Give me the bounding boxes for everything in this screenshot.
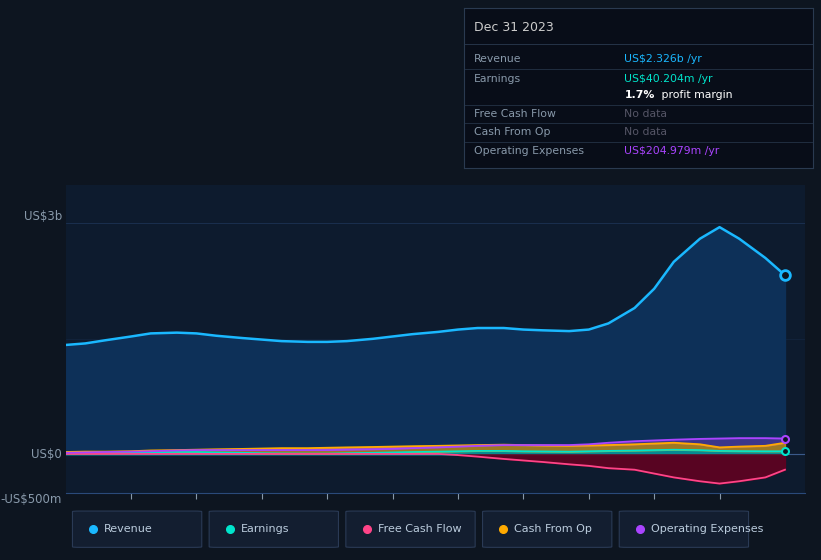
FancyBboxPatch shape: [483, 511, 612, 547]
Text: US$40.204m /yr: US$40.204m /yr: [624, 74, 713, 85]
FancyBboxPatch shape: [619, 511, 749, 547]
FancyBboxPatch shape: [209, 511, 338, 547]
Text: Operating Expenses: Operating Expenses: [475, 146, 585, 156]
Text: US$0: US$0: [31, 448, 62, 461]
Text: No data: No data: [624, 109, 667, 119]
Text: Dec 31 2023: Dec 31 2023: [475, 21, 554, 34]
Text: Revenue: Revenue: [104, 524, 153, 534]
Text: Revenue: Revenue: [475, 54, 522, 64]
Text: Earnings: Earnings: [241, 524, 290, 534]
Text: Earnings: Earnings: [475, 74, 521, 85]
Text: US$204.979m /yr: US$204.979m /yr: [624, 146, 720, 156]
Text: 1.7%: 1.7%: [624, 90, 654, 100]
Text: Free Cash Flow: Free Cash Flow: [475, 109, 556, 119]
Text: profit margin: profit margin: [658, 90, 732, 100]
Text: Cash From Op: Cash From Op: [475, 127, 551, 137]
Text: Free Cash Flow: Free Cash Flow: [378, 524, 461, 534]
Text: US$2.326b /yr: US$2.326b /yr: [624, 54, 702, 64]
Text: Operating Expenses: Operating Expenses: [651, 524, 764, 534]
FancyBboxPatch shape: [72, 511, 202, 547]
Text: US$3b: US$3b: [24, 211, 62, 223]
Text: -US$500m: -US$500m: [1, 493, 62, 506]
Text: No data: No data: [624, 127, 667, 137]
Text: Cash From Op: Cash From Op: [514, 524, 592, 534]
FancyBboxPatch shape: [346, 511, 475, 547]
